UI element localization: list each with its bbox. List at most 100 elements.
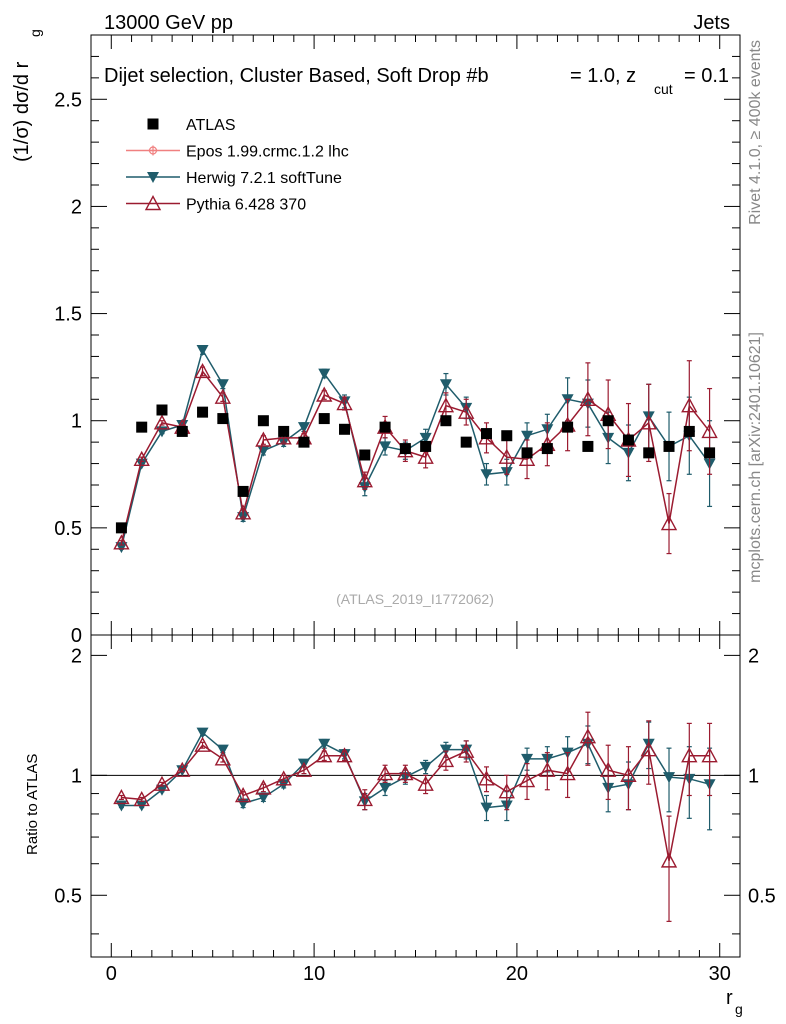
ratio-point bbox=[356, 790, 373, 807]
data-point bbox=[458, 403, 475, 419]
ratio-point bbox=[518, 772, 536, 788]
x-axis-label-text: r bbox=[726, 987, 733, 1009]
data-point bbox=[541, 443, 553, 455]
data-point bbox=[643, 447, 655, 459]
ratio-point bbox=[234, 787, 252, 803]
ratio-point bbox=[498, 783, 515, 799]
data-point bbox=[298, 436, 310, 448]
ratio-point bbox=[681, 747, 698, 763]
side-label-mcplots: mcplots.cern.ch [arXiv:2401.10621] bbox=[747, 332, 764, 583]
data-point bbox=[439, 379, 452, 391]
ratio-point bbox=[478, 770, 495, 786]
ratio-y-tick-label: 2 bbox=[71, 645, 82, 667]
legend-entry: Herwig 7.2.1 softTune bbox=[126, 170, 342, 187]
ratio-panel: 0 10 20 30 0.5 0.5 1 1 2 2 bbox=[54, 621, 776, 985]
data-point bbox=[521, 447, 533, 459]
data-point bbox=[257, 415, 269, 427]
data-point bbox=[420, 440, 432, 452]
ratio-point bbox=[419, 761, 432, 773]
series-atlas bbox=[115, 404, 716, 534]
ratio-line-herwig bbox=[121, 731, 710, 809]
data-point bbox=[440, 415, 452, 427]
y-tick-label: 1.5 bbox=[54, 304, 82, 326]
ratio-point bbox=[439, 744, 452, 756]
data-point bbox=[234, 504, 252, 520]
data-point bbox=[278, 425, 290, 437]
data-point bbox=[562, 421, 574, 433]
data-point bbox=[460, 436, 472, 448]
data-point bbox=[176, 425, 188, 437]
data-point bbox=[521, 430, 534, 442]
main-panel: 0 0.5 1 1.5 2 2.5 bbox=[54, 34, 741, 647]
legend-entry: ATLAS bbox=[147, 117, 236, 134]
data-point bbox=[701, 422, 718, 439]
data-point bbox=[113, 534, 130, 550]
x-tick-label: 10 bbox=[303, 963, 325, 985]
data-point bbox=[216, 379, 229, 391]
ratio-point bbox=[318, 738, 331, 750]
data-point bbox=[336, 395, 353, 411]
data-point bbox=[437, 397, 455, 413]
ratio-point bbox=[214, 750, 231, 766]
legend-marker bbox=[148, 145, 158, 156]
ratio-point bbox=[480, 802, 493, 814]
data-point bbox=[318, 413, 330, 425]
ratio-line-pythia bbox=[121, 735, 710, 862]
data-point bbox=[115, 542, 128, 554]
energy-label: 13000 GeV pp bbox=[104, 12, 233, 34]
data-point bbox=[136, 421, 148, 433]
legend-marker bbox=[147, 172, 159, 183]
data-point bbox=[196, 345, 209, 356]
data-point bbox=[480, 428, 492, 440]
ratio-point bbox=[295, 761, 313, 777]
y-tick-label: 0.5 bbox=[54, 518, 82, 540]
data-point bbox=[214, 388, 231, 404]
ratio-point bbox=[153, 775, 171, 791]
data-point bbox=[498, 448, 515, 464]
data-point bbox=[683, 425, 695, 437]
ratio-point bbox=[257, 792, 270, 804]
data-point bbox=[135, 458, 148, 470]
ratio-y-tick-label-right: 2 bbox=[748, 645, 759, 667]
legend-entry: Pythia 6.428 370 bbox=[126, 195, 306, 214]
data-point bbox=[359, 449, 371, 461]
ratio-point bbox=[539, 761, 556, 777]
ratio-point bbox=[336, 747, 353, 763]
series-line-herwig bbox=[120, 348, 711, 548]
x-tick-label: 0 bbox=[106, 963, 117, 985]
plot-title-cut-sub: cut bbox=[654, 81, 673, 97]
category-label: Jets bbox=[693, 12, 730, 34]
legend-label: ATLAS bbox=[186, 117, 236, 134]
data-point bbox=[419, 432, 432, 444]
data-point bbox=[255, 431, 272, 447]
ratio-frame bbox=[90, 634, 741, 958]
ratio-point bbox=[194, 736, 211, 752]
legend-entry: Epos 1.99.crmc.1.2 lhc bbox=[126, 144, 349, 161]
data-point bbox=[237, 485, 249, 497]
ratio-point bbox=[458, 742, 475, 758]
data-point bbox=[217, 413, 229, 425]
y-tick-label: 1 bbox=[71, 411, 82, 433]
data-point bbox=[275, 429, 292, 445]
ratio-point bbox=[275, 770, 292, 786]
data-point bbox=[518, 450, 536, 466]
y-tick-label: 2.5 bbox=[54, 89, 82, 111]
data-point bbox=[153, 414, 171, 430]
ratio-point bbox=[417, 775, 434, 791]
data-point bbox=[480, 469, 493, 481]
ratio-point bbox=[701, 747, 718, 763]
data-point bbox=[379, 441, 392, 453]
x-tick-label: 20 bbox=[506, 963, 528, 985]
ratio-y-tick-label-right: 0.5 bbox=[748, 885, 776, 907]
ratio-y-tick-label-right: 1 bbox=[748, 765, 759, 787]
ratio-point bbox=[196, 727, 209, 739]
data-point bbox=[133, 450, 150, 466]
data-point bbox=[579, 390, 597, 406]
ratio-point bbox=[174, 761, 191, 777]
ratio-point bbox=[620, 766, 637, 783]
data-point bbox=[640, 414, 657, 430]
ratio-y-tick-label: 0.5 bbox=[54, 885, 82, 907]
data-point bbox=[318, 368, 331, 380]
data-point bbox=[115, 522, 127, 534]
